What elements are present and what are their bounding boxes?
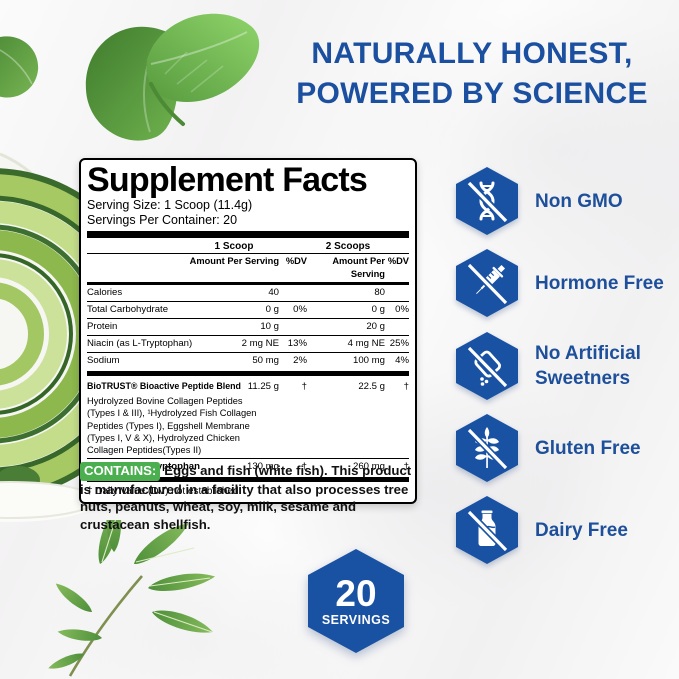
dv-2: 25%	[389, 338, 409, 349]
col-group-2: 2 Scoops	[325, 241, 371, 252]
badge-non-gmo: Non GMO	[456, 167, 623, 235]
col-group-1: 1 Scoop	[214, 241, 254, 252]
badge-label: Hormone Free	[535, 272, 664, 294]
allergen-statement: CONTAINS: Eggs and fish (white fish). Thi…	[80, 462, 424, 533]
table-row: Sodium 50 mg 2% 100 mg 4%	[87, 352, 409, 369]
hex-badge	[456, 496, 518, 564]
dv-header-2: %DV	[387, 256, 409, 266]
hex-badge	[456, 332, 518, 400]
dv-1: †	[301, 381, 307, 392]
basil-leaf-edge-image	[0, 36, 39, 98]
badge-hormone-free: Hormone Free	[456, 249, 664, 317]
divider-bar	[87, 477, 409, 483]
dv-2: †	[403, 381, 409, 392]
amount-1: 40	[268, 287, 279, 298]
nutrient-name: Total Carbohydrate	[87, 304, 169, 315]
blend-row: BioTRUST® Bioactive Peptide Blend 11.25 …	[87, 378, 409, 395]
dv-header-1: %DV	[285, 256, 307, 266]
table-row: Niacin (as L-Tryptophan) 2 mg NE 13% 4 m…	[87, 335, 409, 352]
amount-2: 0 g	[371, 304, 385, 315]
leaf-branch-image	[48, 520, 216, 677]
amount-2: 22.5 g	[358, 381, 385, 392]
nutrient-name: Calories	[87, 287, 123, 298]
hex-badge	[456, 167, 518, 235]
dv-2: 4%	[395, 355, 409, 366]
allergen-text: Eggs and fish (white fish). This product…	[80, 463, 412, 532]
hex-badge	[456, 414, 518, 482]
divider-bar	[87, 371, 409, 376]
amount-1: 130 mg	[247, 461, 279, 473]
column-group-header: 1 Scoop 2 Scoops	[87, 240, 409, 254]
no-syringe-icon	[466, 262, 509, 306]
no-gmo-dna-icon	[466, 180, 509, 224]
amount-1: 10 g	[260, 321, 279, 332]
table-row: Protein 10 g 20 g	[87, 318, 409, 335]
servings-number: 20	[335, 573, 377, 614]
dv-1: 13%	[287, 338, 307, 349]
dv-1: †	[301, 461, 307, 473]
amount-2: 4 mg NE	[347, 338, 385, 349]
nutrient-name: Sodium	[87, 355, 120, 366]
blend-description: Hydrolyzed Bovine Collagen Peptides (Typ…	[87, 396, 257, 456]
badge-no-artificial-sweeteners: No Artificial Sweetners	[456, 332, 679, 400]
amount-2: 100 mg	[353, 355, 385, 366]
contains-badge: CONTAINS:	[80, 462, 161, 481]
amount-header-2: Amount Per Serving	[332, 256, 385, 279]
headline-line1: NATURALLY HONEST,	[311, 37, 633, 70]
dv-1: 0%	[293, 304, 307, 315]
dv-footnote: † Daily Value (DV) not established	[87, 486, 239, 498]
badge-label: No Artificial Sweetners	[535, 343, 641, 389]
badge-label: Gluten Free	[535, 437, 641, 459]
blend-name: BioTRUST® Bioactive Peptide Blend	[87, 381, 241, 391]
dv-2: †	[403, 461, 409, 473]
badge-gluten-free: Gluten Free	[456, 414, 641, 482]
badge-label: Non GMO	[535, 190, 623, 212]
amount-2: 20 g	[366, 321, 385, 332]
nutrient-name: Protein	[87, 321, 118, 332]
no-milk-bottle-icon	[466, 509, 509, 553]
headline: NATURALLY HONEST, POWERED BY SCIENCE	[270, 34, 674, 114]
servings-per-container: Servings Per Container: 20	[87, 213, 238, 227]
hex-badge	[456, 249, 518, 317]
nutrient-name: Niacin (as L-Tryptophan)	[87, 338, 193, 349]
supplement-facts-panel: Supplement Facts Serving Size: 1 Scoop (…	[79, 158, 417, 505]
no-sweetener-packet-icon	[466, 345, 509, 389]
panel-title: Supplement Facts	[87, 161, 368, 199]
dv-1: 2%	[293, 355, 307, 366]
table-row: Total Carbohydrate 0 g 0% 0 g 0%	[87, 301, 409, 318]
servings-label: SERVINGS	[321, 613, 391, 627]
badge-dairy-free: Dairy Free	[456, 496, 628, 564]
badge-label: Dairy Free	[535, 519, 628, 541]
amount-1: 0 g	[265, 304, 279, 315]
amount-1: 50 mg	[252, 355, 279, 366]
amount-header-1: Amount Per Serving	[189, 256, 279, 266]
amount-2: 260 mg	[353, 461, 385, 473]
serving-size: Serving Size: 1 Scoop (11.4g)	[87, 198, 253, 212]
basil-leaves-image	[85, 13, 260, 141]
no-wheat-icon	[466, 427, 509, 471]
dv-2: 0%	[395, 304, 409, 315]
table-row: Calories 40 80	[87, 285, 409, 301]
divider-bar	[87, 231, 409, 238]
amount-1: 2 mg NE	[241, 338, 279, 349]
headline-line2: POWERED BY SCIENCE	[296, 77, 648, 110]
amount-1: 11.25 g	[247, 381, 279, 392]
column-subheader: Amount Per Serving %DV Amount Per Servin…	[87, 254, 409, 285]
amount-2: 80	[374, 287, 385, 298]
